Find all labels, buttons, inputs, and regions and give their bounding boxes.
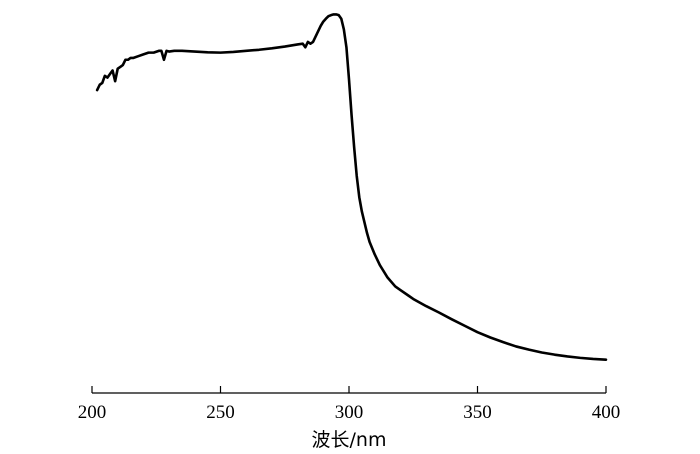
x-tick-label: 350 (463, 402, 492, 423)
x-tick-label: 200 (78, 402, 107, 423)
x-tick-label: 300 (335, 402, 364, 423)
x-axis-label: 波长/nm (312, 429, 387, 451)
x-tick-label: 400 (592, 402, 621, 423)
series-group (95, 13, 608, 361)
series-line (95, 13, 608, 361)
x-tick-label: 250 (206, 402, 235, 423)
x-axis: 200 250 300 350 400 (78, 386, 621, 423)
